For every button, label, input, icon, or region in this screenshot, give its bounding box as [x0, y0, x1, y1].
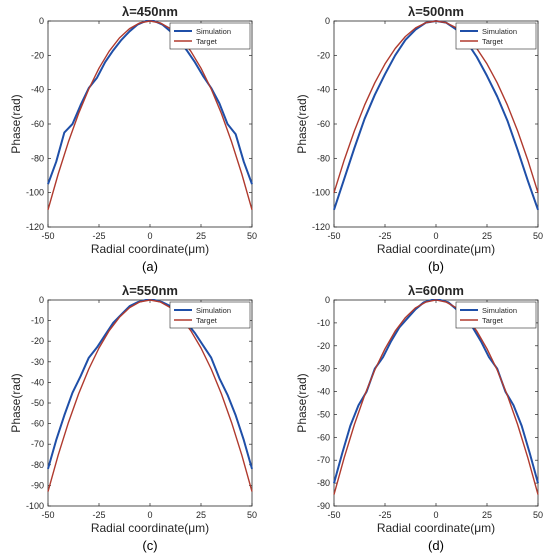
legend-box [169, 301, 251, 329]
y-tick-label: -80 [31, 460, 44, 470]
y-tick-label: -60 [31, 419, 44, 429]
y-tick-label: -30 [317, 364, 330, 374]
series-line-target [333, 299, 539, 495]
y-tick-label: -40 [31, 85, 44, 95]
y-tick-label: -40 [317, 85, 330, 95]
y-tick-label: -90 [317, 501, 330, 511]
x-tick-label: 25 [482, 231, 492, 241]
chart-panel-2: -50 -25 0 25 50 0 -10 -20 -30 -40 -50 -60 -70 -80 -90 -… [9, 283, 257, 553]
y-tick-label: -100 [312, 188, 330, 198]
legend-entry: Simulation [196, 27, 231, 36]
y-tick-label: -20 [31, 336, 44, 346]
x-axis-label: Radial coordinate(μm) [91, 521, 209, 535]
x-tick-label: -50 [327, 231, 340, 241]
plot-area [333, 20, 539, 228]
plot-area [47, 20, 253, 228]
y-tick-label: -70 [317, 455, 330, 465]
y-tick-label: -20 [31, 50, 44, 60]
plot-area [47, 299, 253, 507]
y-tick-label: 0 [39, 16, 44, 26]
legend-box [455, 22, 537, 50]
y-tick-label: -40 [31, 377, 44, 387]
legend-entry: Target [482, 37, 504, 46]
y-tick-label: 0 [325, 16, 330, 26]
y-tick-label: -10 [31, 316, 44, 326]
y-axis-label: Phase(rad) [295, 94, 309, 153]
x-tick-label: -25 [92, 231, 105, 241]
y-tick-label: 0 [325, 295, 330, 305]
x-tick-label: 25 [482, 510, 492, 520]
y-tick-label: -100 [26, 188, 44, 198]
y-tick-label: -50 [317, 409, 330, 419]
x-tick-label: -50 [41, 510, 54, 520]
x-tick-label: 50 [247, 231, 257, 241]
y-tick-label: -80 [31, 153, 44, 163]
chart-panel-0: -50 -25 0 25 50 0 -20 -40 -60 -80 -100 -120 Simulati… [9, 4, 257, 274]
x-axis-label: Radial coordinate(μm) [377, 242, 495, 256]
series-line-target [333, 20, 539, 193]
legend-entry: Simulation [482, 306, 517, 315]
chart-title: λ=550nm [122, 283, 178, 298]
y-tick-label: -120 [312, 222, 330, 232]
y-tick-label: -90 [31, 480, 44, 490]
panel-label: (d) [428, 538, 444, 553]
legend-entry: Target [196, 316, 218, 325]
x-axis-label: Radial coordinate(μm) [377, 521, 495, 535]
x-tick-label: 50 [247, 510, 257, 520]
x-tick-label: -25 [378, 231, 391, 241]
chart-panel-1: -50 -25 0 25 50 0 -20 -40 -60 -80 -100 -120 Simulati… [295, 4, 543, 274]
x-tick-label: 50 [533, 231, 543, 241]
x-tick-label: -50 [41, 231, 54, 241]
y-tick-label: -40 [317, 387, 330, 397]
chart-title: λ=500nm [408, 4, 464, 19]
y-tick-label: -10 [317, 318, 330, 328]
chart-title: λ=600nm [408, 283, 464, 298]
y-tick-label: -80 [317, 478, 330, 488]
chart-panel-3: -50 -25 0 25 50 0 -10 -20 -30 -40 -50 -60 -70 -80 -90 S… [295, 283, 543, 553]
legend-entry: Target [482, 316, 504, 325]
legend-box [169, 22, 251, 50]
x-tick-label: 50 [533, 510, 543, 520]
series-line-target [47, 20, 253, 210]
plot-area [333, 299, 539, 507]
y-tick-label: -60 [317, 432, 330, 442]
legend-box [455, 301, 537, 329]
y-tick-label: -50 [31, 398, 44, 408]
x-tick-label: -25 [378, 510, 391, 520]
y-tick-label: -30 [31, 357, 44, 367]
legend-entry: Simulation [482, 27, 517, 36]
series-line-target [47, 299, 253, 492]
legend-entry: Target [196, 37, 218, 46]
x-tick-label: -50 [327, 510, 340, 520]
x-tick-label: 0 [147, 510, 152, 520]
y-axis-label: Phase(rad) [9, 94, 23, 153]
y-axis-label: Phase(rad) [295, 373, 309, 432]
panel-label: (a) [142, 259, 158, 274]
y-tick-label: -60 [317, 119, 330, 129]
y-tick-label: -120 [26, 222, 44, 232]
y-tick-label: -20 [317, 341, 330, 351]
chart-title: λ=450nm [122, 4, 178, 19]
panel-label: (b) [428, 259, 444, 274]
x-tick-label: 0 [433, 510, 438, 520]
y-tick-label: -20 [317, 50, 330, 60]
x-tick-label: 0 [433, 231, 438, 241]
y-tick-label: -70 [31, 439, 44, 449]
x-tick-label: 25 [196, 510, 206, 520]
panel-label: (c) [142, 538, 157, 553]
y-tick-label: -80 [317, 153, 330, 163]
y-tick-label: -100 [26, 501, 44, 511]
y-axis-label: Phase(rad) [9, 373, 23, 432]
y-tick-label: -60 [31, 119, 44, 129]
legend-entry: Simulation [196, 306, 231, 315]
x-tick-label: 25 [196, 231, 206, 241]
x-axis-label: Radial coordinate(μm) [91, 242, 209, 256]
y-tick-label: 0 [39, 295, 44, 305]
x-tick-label: 0 [147, 231, 152, 241]
x-tick-label: -25 [92, 510, 105, 520]
